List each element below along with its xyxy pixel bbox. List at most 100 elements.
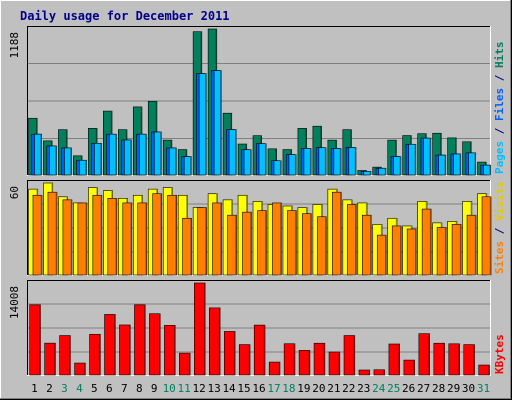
day-label: 1: [31, 382, 38, 395]
sites-bar: [167, 194, 177, 276]
kbytes-bar: [373, 369, 386, 376]
kbytes-bar: [313, 342, 326, 376]
sites-bar: [122, 202, 133, 276]
sites-bar: [391, 225, 402, 276]
panel-top-side-label-part: /: [493, 68, 506, 88]
sites-bar: [32, 194, 43, 276]
day-label: 11: [178, 382, 191, 395]
pages-bar: [213, 70, 222, 176]
pages-bar: [303, 148, 312, 176]
pages-bar: [109, 133, 117, 176]
day-label: 26: [402, 382, 415, 395]
sites-bar: [242, 211, 252, 276]
panel-middle-side-label: Sites / Visits: [493, 181, 506, 274]
pages-bar: [408, 143, 417, 176]
day-label: 27: [417, 382, 430, 395]
pages-bar: [138, 133, 147, 176]
panel-bottom-side-label-part: KBytes: [493, 334, 506, 374]
sites-bar: [347, 204, 357, 276]
pages-bar: [318, 147, 327, 176]
kbytes-bar: [209, 307, 221, 376]
pages-bar: [393, 156, 402, 176]
sites-bar: [92, 194, 103, 276]
day-label: 31: [477, 382, 490, 395]
panel-middle: 60 Sites / Visits: [8, 180, 506, 276]
panel-bottom-side-label: KBytes: [493, 334, 506, 374]
sites-bar: [137, 202, 148, 276]
kbytes-bar: [418, 333, 430, 376]
sites-bar: [332, 191, 342, 276]
kbytes-bar: [433, 342, 445, 376]
pages-bar: [453, 153, 462, 176]
day-label: 15: [237, 382, 250, 395]
day-label: 28: [432, 382, 445, 395]
sites-bar: [152, 193, 163, 276]
pages-bar: [228, 129, 237, 176]
day-label: 6: [106, 382, 113, 395]
pages-bar: [363, 171, 372, 176]
sites-bar: [47, 191, 58, 276]
kbytes-bar: [343, 335, 356, 376]
day-label: 12: [193, 382, 206, 395]
kbytes-bar: [253, 324, 266, 376]
kbytes-bar: [119, 324, 131, 376]
day-label: 13: [207, 382, 220, 395]
kbytes-bar: [358, 369, 371, 376]
panel-middle-side-label-part: Visits: [493, 181, 506, 221]
panel-bottom: 14008 KBytes: [8, 280, 506, 376]
panel-top-side-label-part: /: [493, 121, 506, 141]
day-label: 29: [447, 382, 460, 395]
pages-bar: [168, 147, 177, 176]
kbytes-bar: [268, 361, 281, 376]
kbytes-bar: [448, 343, 460, 376]
day-label: 4: [76, 382, 83, 395]
panel-middle-max-label: 60: [8, 186, 21, 199]
day-label: 5: [91, 382, 98, 395]
pages-bar: [94, 142, 102, 176]
day-labels: 1 2 3 4 5 6 7 8 9 10 11 12 13 14 15 16 17 18 19 20 21 22 23 24 2…: [31, 382, 490, 395]
day-label: 30: [462, 382, 475, 395]
kbytes-bar: [89, 333, 101, 376]
kbytes-bar: [403, 359, 415, 376]
day-label: 9: [151, 382, 158, 395]
day-label: 18: [282, 382, 295, 395]
pages-bar: [198, 73, 207, 176]
kbytes-bar: [104, 314, 116, 376]
kbytes-bar: [238, 344, 251, 376]
kbytes-bar: [328, 351, 341, 376]
sites-bar: [182, 217, 192, 276]
day-label: 17: [267, 382, 280, 395]
sites-bar: [212, 202, 222, 276]
day-label: 22: [342, 382, 355, 395]
pages-bar: [64, 147, 72, 176]
kbytes-bar: [164, 325, 176, 376]
kbytes-bar: [298, 350, 311, 376]
day-label: 7: [121, 382, 128, 395]
pages-bar: [483, 164, 492, 176]
panel-top-side-label-part: Hits: [493, 42, 506, 69]
pages-bar: [123, 139, 132, 176]
kbytes-bar: [134, 304, 146, 376]
sites-bar: [421, 208, 432, 276]
pages-bar: [79, 159, 87, 176]
kbytes-bar: [283, 343, 296, 376]
day-label: 16: [252, 382, 265, 395]
kbytes-bar: [223, 331, 236, 376]
day-label: 14: [222, 382, 236, 395]
kbytes-bar: [29, 304, 41, 376]
sites-bar: [302, 213, 312, 276]
pages-bar: [183, 156, 192, 176]
sites-bar: [107, 198, 118, 276]
sites-bar: [62, 199, 73, 276]
pages-bar: [348, 147, 357, 176]
day-label: 21: [327, 382, 340, 395]
day-label: 8: [136, 382, 143, 395]
sites-bar: [361, 214, 372, 276]
kbytes-bar: [59, 335, 71, 376]
day-label: 2: [46, 382, 53, 395]
sites-bar: [197, 207, 207, 276]
sites-bar: [451, 224, 462, 276]
pages-bar: [378, 167, 387, 176]
panel-top-side-label-part: Files: [493, 88, 506, 121]
